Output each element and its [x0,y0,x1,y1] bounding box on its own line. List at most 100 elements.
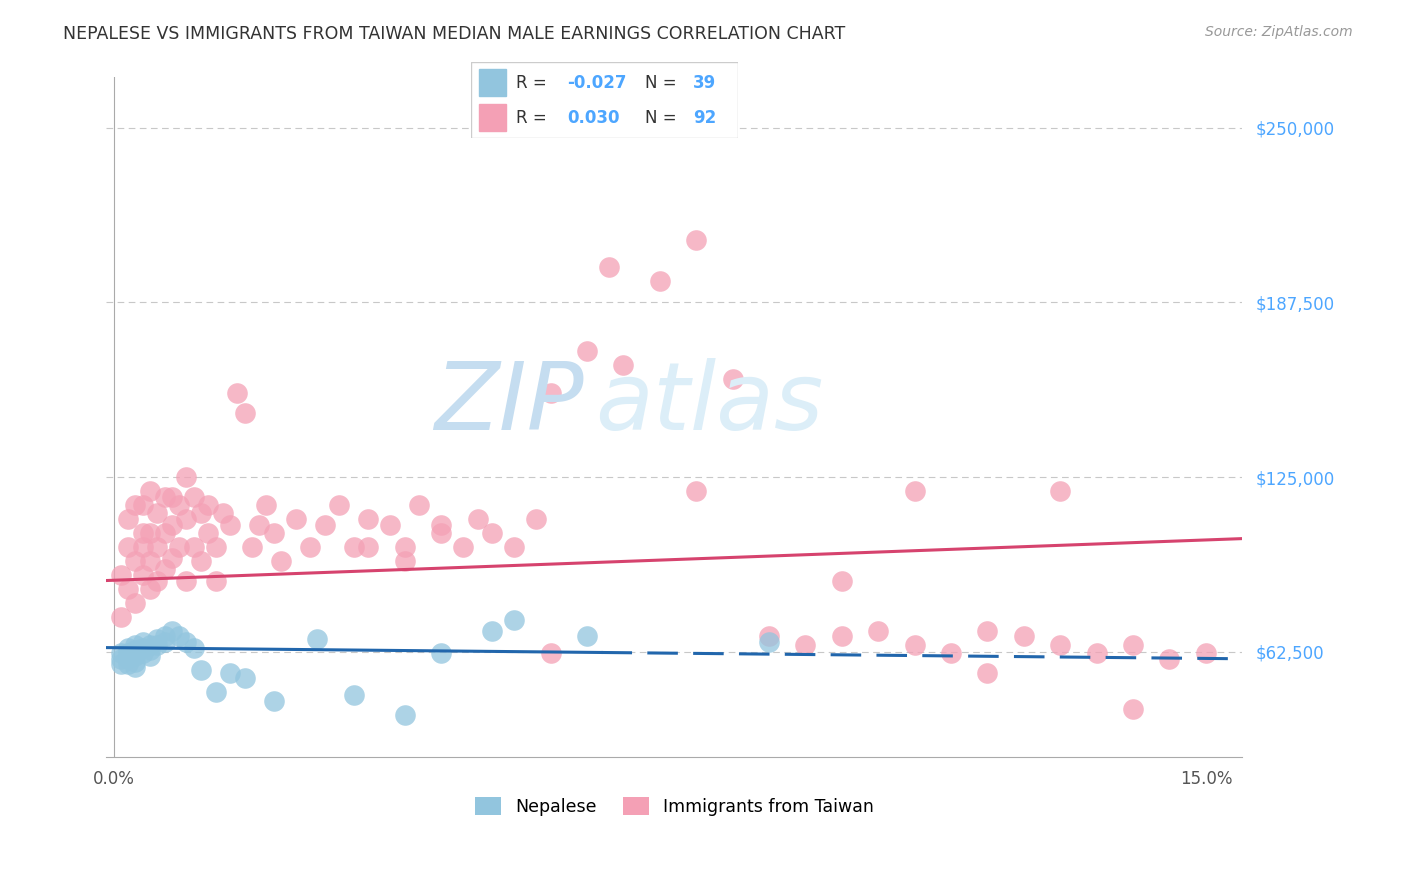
Text: Source: ZipAtlas.com: Source: ZipAtlas.com [1205,25,1353,39]
Point [430,517,453,532]
Point [1122,702,1144,716]
Point [124,655,146,669]
Point [176,635,198,649]
Point [430,526,453,541]
Point [648,275,671,289]
Point [430,646,453,660]
Point [139,643,162,657]
Point [270,554,292,568]
Point [263,526,285,541]
Point [307,632,329,647]
Point [408,498,430,512]
Point [190,663,212,677]
Text: ZIP: ZIP [434,358,583,449]
Point [380,517,402,532]
Point [124,638,146,652]
Point [247,517,270,532]
Point [139,526,162,541]
Point [139,554,162,568]
Point [117,646,139,660]
Point [904,638,927,652]
Point [124,596,146,610]
Point [343,540,366,554]
Point [204,540,226,554]
Point [160,551,183,566]
Point [256,498,278,512]
Point [167,540,190,554]
Text: R =: R = [516,73,553,92]
Point [758,635,780,649]
Point [124,643,146,657]
Point [139,582,162,596]
Point [176,574,198,588]
Point [314,517,336,532]
Point [153,490,176,504]
Point [167,498,190,512]
Point [146,507,169,521]
Point [299,540,322,554]
Point [394,707,416,722]
Point [117,657,139,672]
Point [160,490,183,504]
Point [110,657,132,672]
Point [204,574,226,588]
Text: 92: 92 [693,109,716,127]
Point [1159,652,1181,666]
Point [153,629,176,643]
Point [939,646,962,660]
Point [343,688,366,702]
Point [160,624,183,638]
Point [758,629,780,643]
Text: N =: N = [645,73,682,92]
Point [976,665,998,680]
Point [146,540,169,554]
Point [503,540,526,554]
Point [139,484,162,499]
Point [1122,638,1144,652]
Point [110,652,132,666]
Point [146,632,169,647]
Point [685,484,707,499]
Point [394,554,416,568]
Point [176,512,198,526]
Point [240,540,263,554]
Point [131,640,153,655]
Point [176,470,198,484]
Point [503,613,526,627]
Point [831,629,853,643]
Point [211,507,233,521]
Point [139,648,162,663]
Text: R =: R = [516,109,558,127]
Point [124,660,146,674]
Point [219,665,242,680]
Point [153,635,176,649]
Text: 39: 39 [693,73,716,92]
Point [131,540,153,554]
Point [540,646,562,660]
Point [233,671,256,685]
Point [868,624,890,638]
Point [598,260,620,275]
Point [117,652,139,666]
Point [190,507,212,521]
Point [167,629,190,643]
Point [117,512,139,526]
Point [183,540,205,554]
Point [831,574,853,588]
Point [183,490,205,504]
Point [153,526,176,541]
Legend: Nepalese, Immigrants from Taiwan: Nepalese, Immigrants from Taiwan [468,790,880,822]
Point [1195,646,1218,660]
Point [131,568,153,582]
Point [394,540,416,554]
Point [575,629,598,643]
Point [481,624,503,638]
Point [226,386,249,401]
Text: NEPALESE VS IMMIGRANTS FROM TAIWAN MEDIAN MALE EARNINGS CORRELATION CHART: NEPALESE VS IMMIGRANTS FROM TAIWAN MEDIA… [63,25,845,43]
Point [284,512,307,526]
Point [124,648,146,663]
Point [1049,484,1071,499]
Point [1049,638,1071,652]
Point [721,372,744,386]
Text: -0.027: -0.027 [567,73,627,92]
